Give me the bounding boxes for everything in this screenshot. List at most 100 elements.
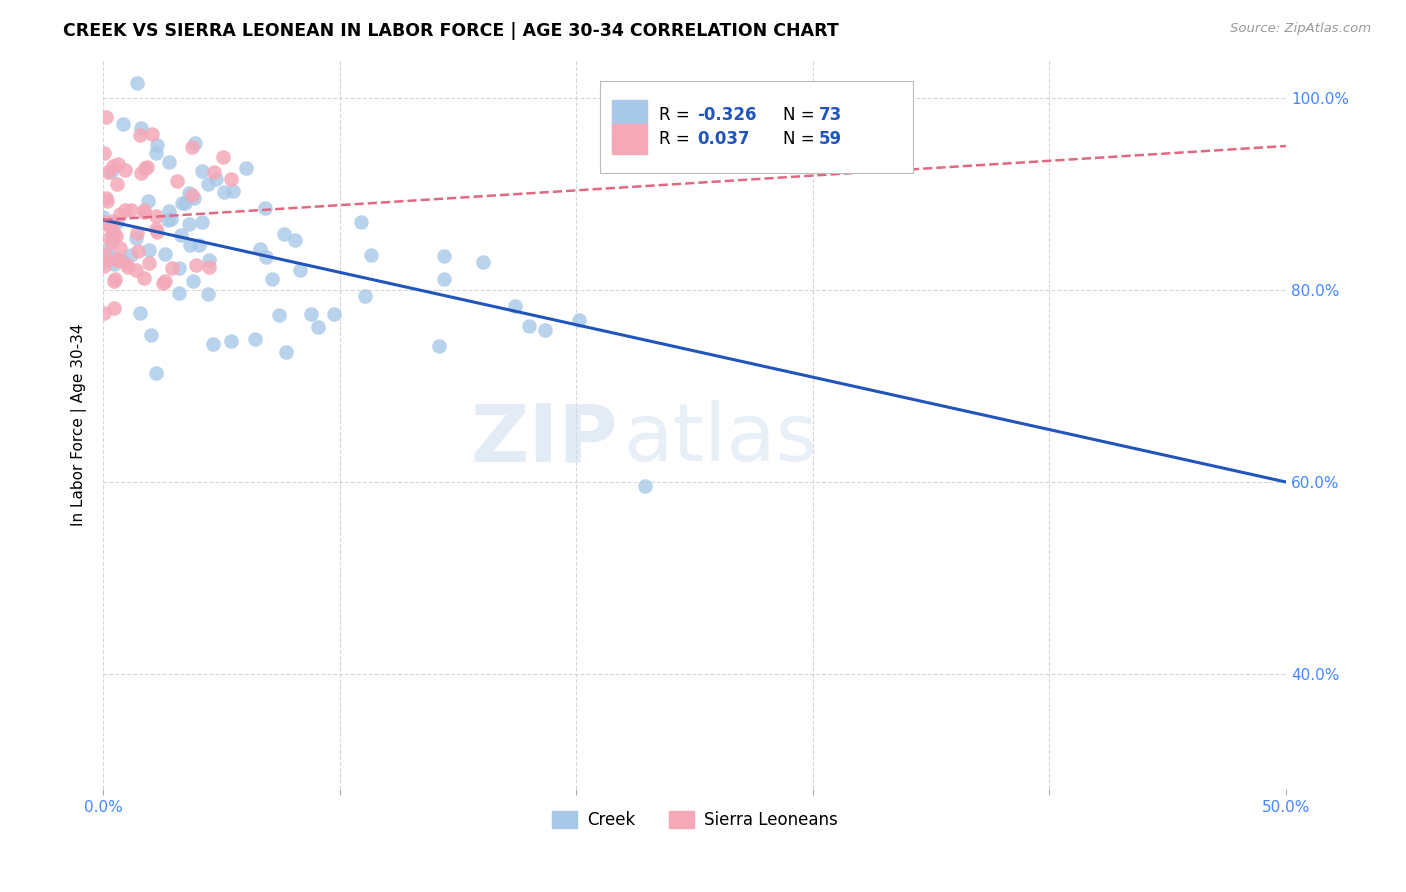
Point <box>93 260 115 274</box>
Point <box>129 120 152 135</box>
Point <box>103 159 125 173</box>
Point <box>179 237 201 252</box>
Point <box>429 339 451 353</box>
Point <box>153 274 176 288</box>
Point <box>472 255 495 269</box>
Point <box>98 231 121 245</box>
Point <box>249 242 271 256</box>
Point <box>350 215 373 229</box>
Point <box>191 215 214 229</box>
Point <box>274 344 297 359</box>
Point <box>177 217 200 231</box>
Text: -0.326: -0.326 <box>697 106 756 124</box>
Point <box>299 307 322 321</box>
Point <box>153 247 176 261</box>
Point <box>103 252 125 266</box>
Point <box>145 145 167 160</box>
Point <box>212 185 235 199</box>
Point <box>104 229 127 244</box>
Point <box>634 479 657 493</box>
Bar <box>612 100 647 130</box>
Text: N =: N = <box>783 106 820 124</box>
Point <box>222 184 245 198</box>
Point <box>101 226 124 240</box>
Point <box>108 241 131 255</box>
Point <box>503 299 526 313</box>
Point <box>103 274 125 288</box>
Point <box>127 76 149 90</box>
Text: 73: 73 <box>818 106 842 124</box>
Point <box>183 192 205 206</box>
Text: Source: ZipAtlas.com: Source: ZipAtlas.com <box>1230 22 1371 36</box>
Point <box>198 260 221 275</box>
Point <box>245 332 267 346</box>
Point <box>156 213 179 227</box>
Text: R =: R = <box>659 130 700 148</box>
Point <box>128 128 150 142</box>
Point <box>169 285 191 300</box>
Point <box>125 262 148 277</box>
Legend: Creek, Sierra Leoneans: Creek, Sierra Leoneans <box>546 804 844 836</box>
Point <box>181 274 204 288</box>
Point <box>91 253 114 268</box>
Point <box>132 205 155 219</box>
Point <box>219 171 242 186</box>
Point <box>145 366 167 380</box>
Point <box>134 161 156 176</box>
Point <box>120 248 142 262</box>
Point <box>197 177 219 191</box>
Point <box>267 308 290 322</box>
Point <box>202 165 225 179</box>
Point <box>254 250 277 264</box>
Point <box>253 202 276 216</box>
Point <box>96 194 118 209</box>
Point <box>181 140 204 154</box>
Point <box>112 253 135 268</box>
Point <box>145 225 167 239</box>
Point <box>433 249 456 263</box>
Point <box>190 163 212 178</box>
Point <box>132 271 155 285</box>
FancyBboxPatch shape <box>600 81 914 173</box>
Point <box>114 202 136 217</box>
Point <box>127 244 149 258</box>
Point <box>145 222 167 236</box>
Point <box>136 194 159 208</box>
Point <box>284 233 307 247</box>
Point <box>184 258 207 272</box>
Point <box>157 203 180 218</box>
Text: atlas: atlas <box>624 400 818 478</box>
Point <box>136 161 159 175</box>
Point <box>307 319 329 334</box>
Point <box>101 235 124 249</box>
Point <box>145 209 167 223</box>
Point <box>108 207 131 221</box>
Point <box>152 276 174 290</box>
Point <box>353 289 375 303</box>
Point <box>177 186 200 200</box>
Point <box>129 306 152 320</box>
Point <box>145 138 167 153</box>
Point <box>360 248 382 262</box>
Point <box>103 301 125 315</box>
Point <box>138 256 160 270</box>
Point <box>157 155 180 169</box>
Point <box>97 165 120 179</box>
Point <box>166 174 188 188</box>
Point <box>94 217 117 231</box>
Point <box>125 231 148 245</box>
Point <box>114 163 136 178</box>
Point <box>290 263 312 277</box>
Point <box>170 227 193 242</box>
Point <box>433 271 456 285</box>
Point <box>112 117 135 131</box>
Text: 59: 59 <box>818 130 842 148</box>
Point <box>534 323 557 337</box>
Point <box>160 211 183 226</box>
Point <box>141 127 163 141</box>
Point <box>197 252 219 267</box>
Point <box>100 164 122 178</box>
Point <box>108 253 131 268</box>
Text: R =: R = <box>659 106 695 124</box>
Point <box>96 243 118 257</box>
